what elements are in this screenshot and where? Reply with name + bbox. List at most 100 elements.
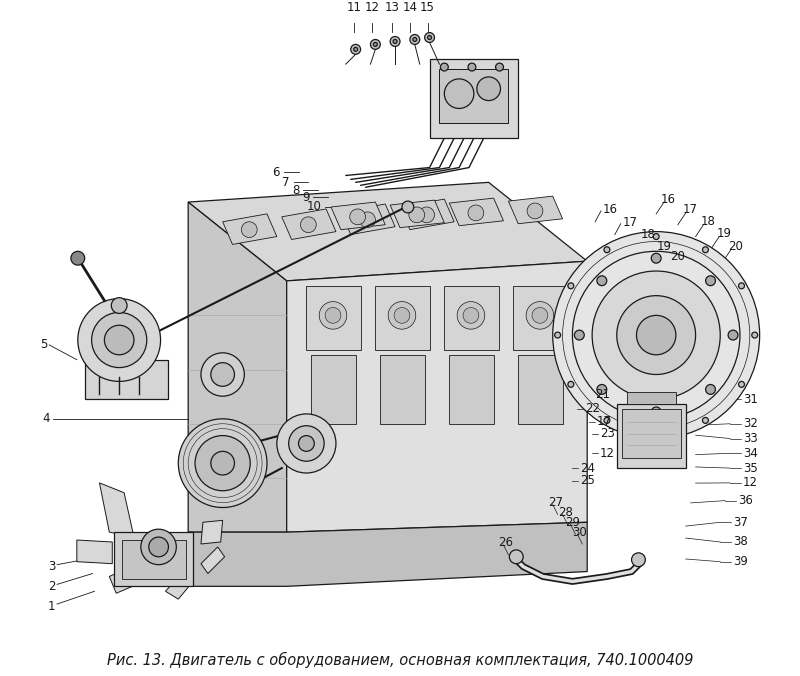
Circle shape bbox=[78, 299, 161, 381]
Text: 6: 6 bbox=[272, 166, 280, 179]
Text: Рис. 13. Двигатель с оборудованием, основная комплектация, 740.1000409: Рис. 13. Двигатель с оборудованием, осно… bbox=[107, 652, 693, 669]
Circle shape bbox=[413, 37, 417, 41]
Circle shape bbox=[468, 63, 476, 71]
Bar bbox=[306, 286, 361, 350]
Bar bbox=[626, 392, 676, 404]
Circle shape bbox=[457, 301, 485, 329]
Polygon shape bbox=[201, 547, 225, 573]
Text: 29: 29 bbox=[566, 516, 581, 529]
Bar bbox=[622, 409, 681, 458]
Circle shape bbox=[604, 247, 610, 253]
Text: 4: 4 bbox=[42, 412, 50, 425]
Polygon shape bbox=[282, 209, 336, 239]
Circle shape bbox=[706, 276, 715, 286]
Circle shape bbox=[532, 308, 548, 323]
Text: 35: 35 bbox=[743, 462, 758, 475]
Text: 19: 19 bbox=[716, 227, 731, 240]
Circle shape bbox=[568, 381, 574, 387]
Circle shape bbox=[554, 332, 561, 338]
Text: 24: 24 bbox=[580, 462, 595, 475]
Text: 1: 1 bbox=[48, 600, 55, 612]
Circle shape bbox=[592, 271, 720, 399]
Polygon shape bbox=[201, 521, 222, 544]
Text: 36: 36 bbox=[738, 494, 753, 507]
Circle shape bbox=[409, 207, 425, 223]
Polygon shape bbox=[85, 360, 169, 399]
Text: 15: 15 bbox=[420, 1, 435, 14]
Bar bbox=[450, 355, 494, 424]
Text: 23: 23 bbox=[600, 427, 615, 440]
Text: 17: 17 bbox=[622, 216, 638, 229]
Circle shape bbox=[654, 431, 659, 437]
Circle shape bbox=[631, 553, 646, 566]
Circle shape bbox=[410, 34, 420, 45]
Circle shape bbox=[91, 312, 146, 368]
Bar bbox=[439, 69, 508, 123]
Text: 12: 12 bbox=[365, 1, 380, 14]
Circle shape bbox=[553, 232, 760, 439]
Text: 30: 30 bbox=[573, 526, 587, 539]
Polygon shape bbox=[188, 183, 587, 281]
Text: 16: 16 bbox=[661, 193, 676, 206]
Text: 28: 28 bbox=[558, 506, 573, 519]
Circle shape bbox=[211, 452, 234, 475]
Bar bbox=[444, 286, 498, 350]
Circle shape bbox=[651, 254, 661, 263]
Text: 21: 21 bbox=[595, 388, 610, 401]
Circle shape bbox=[604, 418, 610, 423]
Bar bbox=[311, 355, 356, 424]
Circle shape bbox=[388, 301, 416, 329]
Polygon shape bbox=[341, 204, 395, 235]
Bar bbox=[518, 355, 562, 424]
Circle shape bbox=[574, 330, 584, 340]
Polygon shape bbox=[166, 573, 193, 599]
Circle shape bbox=[651, 407, 661, 417]
Circle shape bbox=[738, 381, 745, 387]
Text: 3: 3 bbox=[48, 560, 55, 573]
Circle shape bbox=[463, 308, 479, 323]
Polygon shape bbox=[222, 214, 277, 245]
Circle shape bbox=[277, 414, 336, 473]
Circle shape bbox=[617, 295, 695, 375]
Text: 31: 31 bbox=[743, 393, 758, 406]
Circle shape bbox=[526, 301, 554, 329]
Circle shape bbox=[354, 47, 358, 51]
Circle shape bbox=[374, 43, 378, 47]
Circle shape bbox=[370, 39, 380, 49]
Text: 27: 27 bbox=[548, 496, 562, 509]
Circle shape bbox=[350, 209, 366, 224]
Circle shape bbox=[568, 283, 574, 289]
Text: 38: 38 bbox=[733, 535, 748, 548]
Text: 18: 18 bbox=[701, 215, 715, 228]
Bar bbox=[122, 540, 186, 579]
Polygon shape bbox=[390, 200, 444, 228]
Text: 12: 12 bbox=[743, 477, 758, 489]
Circle shape bbox=[178, 419, 267, 508]
Text: 13: 13 bbox=[385, 1, 399, 14]
Circle shape bbox=[325, 308, 341, 323]
Text: 8: 8 bbox=[292, 184, 299, 197]
Text: 5: 5 bbox=[40, 339, 47, 352]
Circle shape bbox=[211, 362, 234, 386]
Circle shape bbox=[597, 276, 606, 286]
Circle shape bbox=[702, 247, 709, 253]
Bar bbox=[617, 404, 686, 468]
Circle shape bbox=[195, 435, 250, 491]
Circle shape bbox=[477, 77, 501, 101]
Bar bbox=[430, 59, 518, 138]
Bar bbox=[380, 355, 425, 424]
Circle shape bbox=[149, 537, 169, 557]
Polygon shape bbox=[450, 198, 503, 226]
Circle shape bbox=[111, 297, 127, 314]
Text: 14: 14 bbox=[402, 1, 418, 14]
Circle shape bbox=[298, 435, 314, 452]
Circle shape bbox=[468, 205, 484, 221]
Circle shape bbox=[440, 63, 448, 71]
Circle shape bbox=[425, 32, 434, 43]
Circle shape bbox=[350, 45, 361, 54]
Bar bbox=[114, 532, 193, 586]
Circle shape bbox=[360, 212, 375, 228]
Polygon shape bbox=[400, 199, 454, 230]
Text: 11: 11 bbox=[346, 1, 361, 14]
Text: 33: 33 bbox=[743, 432, 758, 445]
